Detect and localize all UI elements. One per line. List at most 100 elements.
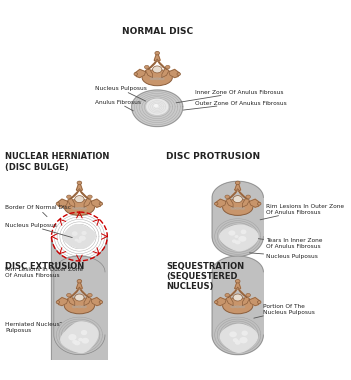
Polygon shape (249, 199, 260, 207)
Ellipse shape (233, 294, 243, 301)
Ellipse shape (75, 196, 84, 203)
Polygon shape (220, 225, 258, 251)
Ellipse shape (258, 202, 261, 205)
Text: Nucleus Pulposus: Nucleus Pulposus (5, 223, 72, 238)
Polygon shape (64, 225, 95, 249)
Polygon shape (212, 181, 263, 256)
Ellipse shape (81, 306, 87, 308)
Polygon shape (212, 256, 263, 355)
Polygon shape (79, 190, 89, 199)
Ellipse shape (246, 293, 251, 297)
Polygon shape (226, 198, 233, 207)
Polygon shape (54, 256, 105, 355)
Ellipse shape (99, 202, 102, 205)
Ellipse shape (233, 196, 243, 203)
Ellipse shape (225, 195, 230, 198)
Polygon shape (229, 190, 238, 199)
Ellipse shape (239, 207, 245, 210)
Ellipse shape (165, 65, 170, 69)
Ellipse shape (236, 279, 240, 283)
Ellipse shape (64, 298, 94, 314)
Polygon shape (169, 70, 179, 78)
Ellipse shape (77, 239, 82, 243)
Ellipse shape (72, 306, 78, 308)
Ellipse shape (229, 230, 236, 236)
Polygon shape (77, 280, 82, 290)
Ellipse shape (232, 239, 237, 243)
Polygon shape (135, 70, 146, 78)
Polygon shape (146, 68, 153, 78)
Polygon shape (79, 288, 89, 298)
Polygon shape (61, 322, 98, 353)
Ellipse shape (81, 338, 89, 344)
Ellipse shape (77, 181, 82, 185)
Text: Herniated Nucleus
Pulposus: Herniated Nucleus Pulposus (5, 322, 61, 333)
Ellipse shape (68, 334, 77, 340)
Ellipse shape (81, 207, 87, 210)
Ellipse shape (234, 235, 239, 238)
Ellipse shape (78, 338, 83, 341)
Ellipse shape (225, 293, 230, 297)
Text: DISC PROTRUSION: DISC PROTRUSION (166, 152, 260, 161)
Text: NUCLEAR HERNIATION
(DISC BULGE): NUCLEAR HERNIATION (DISC BULGE) (5, 152, 110, 172)
Polygon shape (91, 199, 101, 207)
Polygon shape (68, 198, 75, 207)
Ellipse shape (74, 239, 79, 241)
Ellipse shape (144, 65, 149, 69)
Ellipse shape (142, 70, 172, 86)
Ellipse shape (238, 236, 246, 242)
Ellipse shape (241, 230, 246, 234)
Polygon shape (70, 190, 79, 199)
Ellipse shape (77, 306, 82, 308)
Ellipse shape (77, 207, 82, 210)
Ellipse shape (229, 331, 237, 337)
Ellipse shape (214, 301, 218, 304)
Polygon shape (216, 298, 226, 306)
Ellipse shape (99, 301, 102, 304)
Polygon shape (84, 296, 91, 306)
Text: Portion Of The
Nucleus Pulposus: Portion Of The Nucleus Pulposus (254, 304, 314, 318)
Polygon shape (157, 60, 166, 70)
Text: DISC EXTRUSION: DISC EXTRUSION (5, 261, 85, 271)
Ellipse shape (56, 202, 60, 205)
Polygon shape (243, 296, 249, 306)
Ellipse shape (236, 181, 240, 185)
Polygon shape (68, 296, 75, 306)
Ellipse shape (74, 341, 80, 345)
Polygon shape (243, 198, 249, 207)
Ellipse shape (230, 306, 236, 308)
Ellipse shape (150, 77, 155, 80)
Ellipse shape (146, 72, 164, 80)
Ellipse shape (223, 298, 253, 314)
Ellipse shape (79, 236, 86, 241)
Ellipse shape (56, 301, 60, 304)
Ellipse shape (246, 195, 251, 198)
Text: Rim Lesions In Outer Zone
Of Anulus Fibrosus: Rim Lesions In Outer Zone Of Anulus Fibr… (260, 204, 344, 220)
Polygon shape (238, 288, 247, 298)
Polygon shape (52, 236, 107, 380)
Polygon shape (70, 288, 79, 298)
Polygon shape (249, 298, 260, 306)
Text: Tears In Inner Zone
Of Anulus Fibrosus: Tears In Inner Zone Of Anulus Fibrosus (258, 238, 323, 249)
Ellipse shape (81, 330, 87, 335)
Polygon shape (148, 60, 157, 70)
Polygon shape (57, 298, 68, 306)
Ellipse shape (241, 331, 248, 336)
Ellipse shape (67, 195, 71, 198)
Ellipse shape (87, 195, 92, 198)
Ellipse shape (154, 104, 158, 108)
Ellipse shape (227, 300, 244, 308)
Ellipse shape (154, 77, 160, 80)
Ellipse shape (223, 199, 253, 215)
Ellipse shape (230, 207, 236, 210)
Ellipse shape (235, 340, 241, 345)
Polygon shape (132, 90, 183, 127)
Ellipse shape (239, 306, 245, 308)
Polygon shape (220, 325, 257, 352)
Text: Nucleus Pulposus: Nucleus Pulposus (95, 86, 146, 101)
Ellipse shape (72, 231, 78, 236)
Polygon shape (154, 52, 160, 61)
Ellipse shape (64, 199, 94, 215)
Ellipse shape (68, 201, 86, 210)
Polygon shape (147, 99, 168, 114)
